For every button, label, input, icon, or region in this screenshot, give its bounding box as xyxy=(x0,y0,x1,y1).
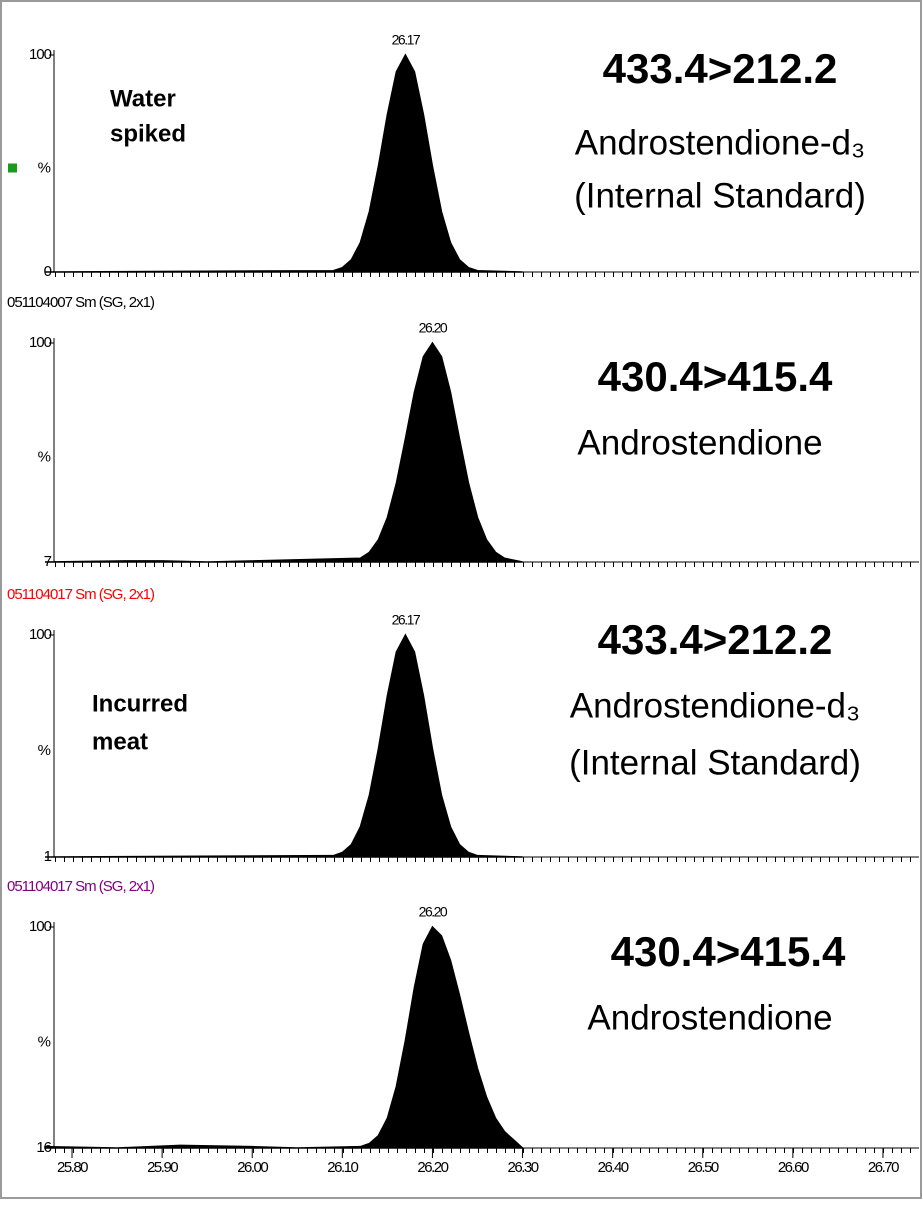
note: (Internal Standard) xyxy=(569,743,861,782)
x-tick-label: 26.70 xyxy=(868,1159,899,1176)
x-tick-label: 26.20 xyxy=(417,1159,448,1176)
y-tick-label: 100 xyxy=(29,46,52,63)
peak-area xyxy=(44,925,525,1149)
minor-ticks xyxy=(54,562,919,567)
x-tick-label: 26.10 xyxy=(327,1159,358,1176)
x-tick-label: 25.90 xyxy=(147,1159,178,1176)
compound: Androstendione-d₃ xyxy=(575,123,866,162)
minor-ticks xyxy=(54,857,919,862)
peak-label: 26.17 xyxy=(392,32,421,48)
y-axis-label: % xyxy=(38,742,51,759)
minor-ticks xyxy=(54,272,919,277)
file-label: 051104017 Sm (SG, 2x1) xyxy=(7,586,155,603)
peak-label: 26.17 xyxy=(392,612,421,628)
sample-label: spiked xyxy=(110,120,186,147)
transition: 430.4>415.4 xyxy=(611,928,846,975)
sample-label: Incurred xyxy=(92,690,188,717)
x-tick-label: 26.40 xyxy=(598,1159,629,1176)
sample-label: meat xyxy=(92,728,148,755)
compound: Androstendione xyxy=(587,998,832,1037)
transition: 433.4>212.2 xyxy=(598,616,833,663)
peak-area xyxy=(44,633,523,858)
file-label: 051104017 Sm (SG, 2x1) xyxy=(7,878,155,895)
sample-label: Water xyxy=(110,85,176,112)
transition: 433.4>212.2 xyxy=(603,45,838,92)
x-tick-label: 26.30 xyxy=(508,1159,539,1176)
peak-label: 26.20 xyxy=(419,904,448,920)
compound: Androstendione-d₃ xyxy=(570,686,861,725)
y-axis-label: % xyxy=(38,448,51,465)
minor-ticks xyxy=(54,1148,919,1153)
compound: Androstendione xyxy=(577,423,822,462)
y-tick-label: 100 xyxy=(29,918,52,935)
file-label: 051104007 Sm (SG, 2x1) xyxy=(7,294,155,311)
marker xyxy=(8,163,17,173)
y-tick-label: 100 xyxy=(29,334,52,351)
y-axis-label: % xyxy=(38,159,51,176)
peak-area xyxy=(44,341,523,563)
x-tick-label: 26.50 xyxy=(688,1159,719,1176)
x-tick-label: 26.00 xyxy=(237,1159,268,1176)
x-tick-label: 25.80 xyxy=(57,1159,88,1176)
y-tick-label: 100 xyxy=(29,626,52,643)
peak-area xyxy=(44,53,523,273)
transition: 430.4>415.4 xyxy=(598,353,833,400)
y-axis-label: % xyxy=(38,1033,51,1050)
note: (Internal Standard) xyxy=(574,176,866,215)
peak-label: 26.20 xyxy=(419,320,448,336)
x-tick-label: 26.60 xyxy=(778,1159,809,1176)
